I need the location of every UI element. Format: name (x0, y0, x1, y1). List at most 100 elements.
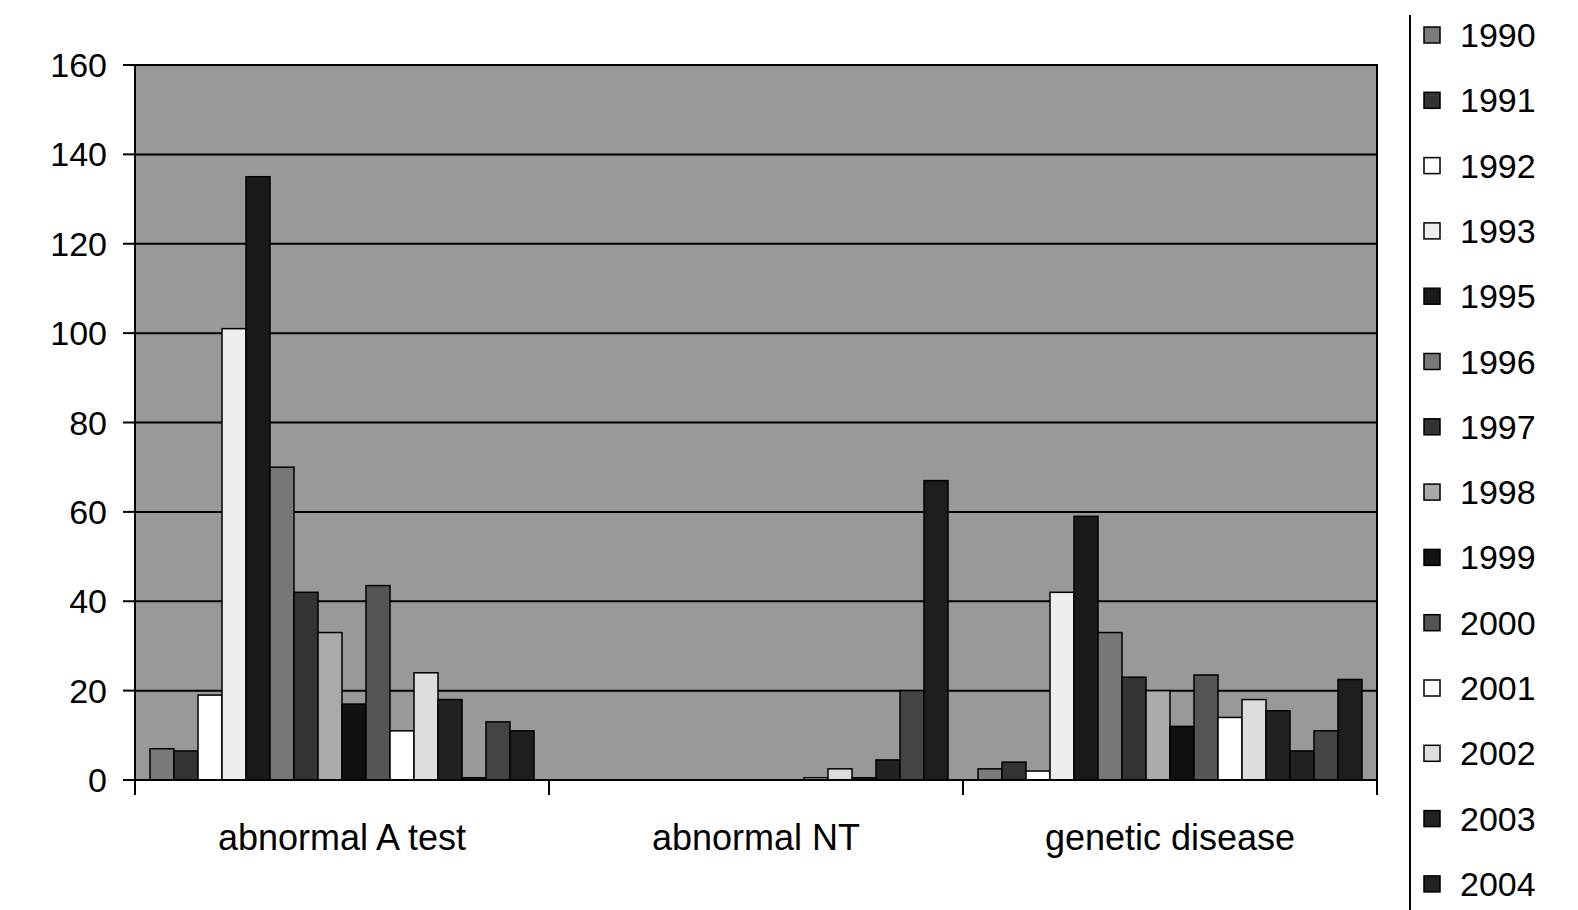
legend-swatch (1424, 745, 1440, 761)
bar (1218, 717, 1242, 780)
bar (1074, 516, 1098, 780)
category-label: genetic disease (1045, 817, 1295, 858)
legend-border (1409, 15, 1411, 910)
grid-line (135, 600, 1377, 602)
bar (198, 695, 222, 780)
tick-mark (123, 422, 135, 424)
bar (924, 481, 948, 780)
tick-label: 60 (69, 493, 107, 531)
category-label: abnormal NT (652, 817, 860, 858)
legend-swatch (1424, 876, 1440, 892)
category-divider (962, 780, 964, 795)
legend-label: 2001 (1460, 669, 1536, 707)
legend-label: 2002 (1460, 734, 1536, 772)
bar (150, 749, 174, 780)
bars (150, 177, 1362, 780)
bar (1002, 762, 1026, 780)
bar (390, 731, 414, 780)
bar (876, 760, 900, 780)
legend-label: 1996 (1460, 343, 1536, 381)
tick-label: 120 (50, 225, 107, 263)
tick-mark (123, 153, 135, 155)
legend: 1990 1991 1992 1993 1995 1996 1997 1998 1999 2000… (1410, 15, 1536, 910)
tick-mark (123, 690, 135, 692)
category-divider (548, 780, 550, 795)
bar (510, 731, 534, 780)
legend-label: 1998 (1460, 473, 1536, 511)
bar (1242, 700, 1266, 780)
tick-label: 0 (88, 761, 107, 799)
grid-line (135, 243, 1377, 245)
bar (222, 329, 246, 780)
bar (1314, 731, 1338, 780)
legend-label: 1990 (1460, 16, 1536, 54)
bar (318, 633, 342, 780)
bar (294, 592, 318, 780)
legend-label: 1997 (1460, 408, 1536, 446)
legend-swatch (1424, 354, 1440, 370)
bar (486, 722, 510, 780)
tick-label: 100 (50, 314, 107, 352)
legend-swatch (1424, 549, 1440, 565)
bar (270, 467, 294, 780)
tick-mark (123, 511, 135, 513)
category-divider (134, 780, 136, 795)
x-axis (135, 779, 1377, 781)
bar (414, 673, 438, 780)
legend-label: 1993 (1460, 212, 1536, 250)
bar (174, 751, 198, 780)
bar (246, 177, 270, 780)
tick-mark (123, 332, 135, 334)
bar (1290, 751, 1314, 780)
bar (1338, 679, 1362, 780)
tick-label: 140 (50, 135, 107, 173)
grid-line (135, 511, 1377, 513)
bar (1266, 711, 1290, 780)
tick-label: 20 (69, 672, 107, 710)
bar (438, 700, 462, 780)
legend-swatch (1424, 680, 1440, 696)
legend-swatch (1424, 223, 1440, 239)
legend-swatch (1424, 811, 1440, 827)
legend-swatch (1424, 288, 1440, 304)
tick-label: 40 (69, 582, 107, 620)
legend-label: 1992 (1460, 147, 1536, 185)
chart: 020406080100120140160abnormal A testabno… (0, 0, 1578, 910)
bar (1050, 592, 1074, 780)
tick-mark (123, 64, 135, 66)
legend-label: 2004 (1460, 865, 1536, 903)
bar (1170, 726, 1194, 780)
legend-label: 1999 (1460, 538, 1536, 576)
bar (978, 769, 1002, 780)
bar (1026, 771, 1050, 780)
grid-line (135, 422, 1377, 424)
legend-swatch (1424, 27, 1440, 43)
bar (1122, 677, 1146, 780)
grid-line (135, 332, 1377, 334)
category-divider (1376, 780, 1378, 795)
legend-label: 1991 (1460, 81, 1536, 119)
bar (828, 769, 852, 780)
tick-mark (123, 243, 135, 245)
legend-label: 1995 (1460, 277, 1536, 315)
bar (366, 586, 390, 780)
bar (342, 704, 366, 780)
plot-frame (135, 65, 1377, 780)
legend-label: 2003 (1460, 800, 1536, 838)
plot-area (135, 65, 1377, 780)
tick-mark (123, 779, 135, 781)
grid-line (135, 153, 1377, 155)
legend-swatch (1424, 92, 1440, 108)
grid-line (135, 779, 1377, 781)
legend-label: 2000 (1460, 604, 1536, 642)
category-label: abnormal A test (218, 817, 466, 858)
bar (1146, 691, 1170, 780)
bar (1098, 633, 1122, 780)
tick-label: 160 (50, 46, 107, 84)
bar (1194, 675, 1218, 780)
legend-swatch (1424, 484, 1440, 500)
legend-swatch (1424, 158, 1440, 174)
legend-swatch (1424, 419, 1440, 435)
tick-mark (123, 600, 135, 602)
legend-swatch (1424, 615, 1440, 631)
